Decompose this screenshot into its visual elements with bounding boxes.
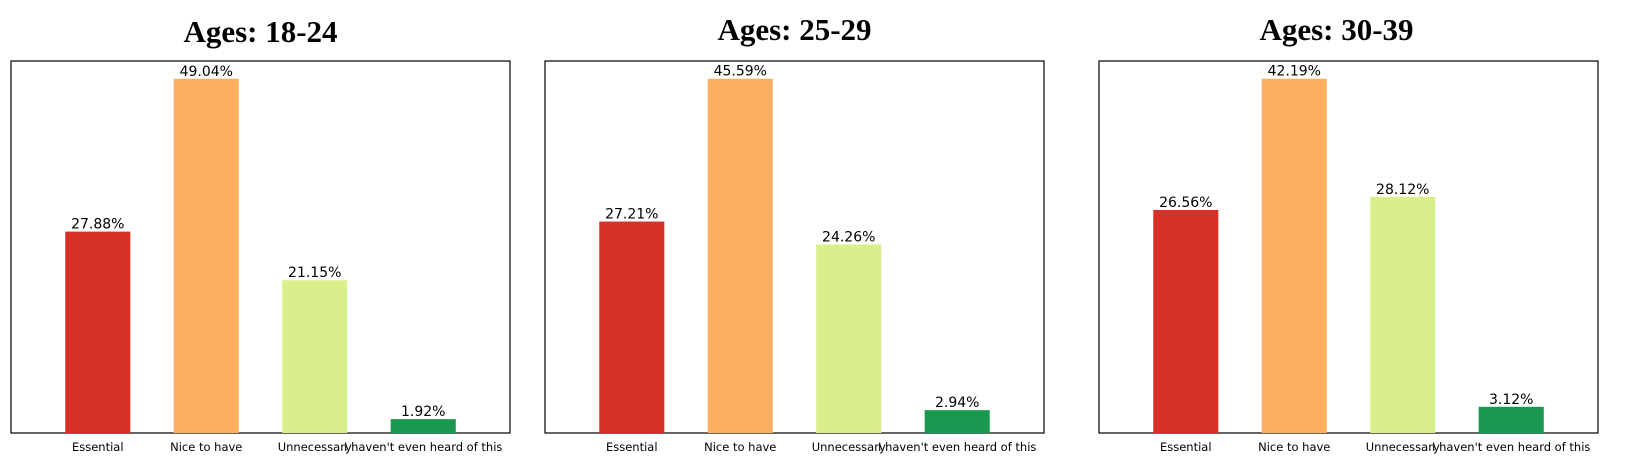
- chart-title: Ages: 25-29: [717, 12, 871, 47]
- value-label-essential: 26.56%: [1159, 195, 1212, 211]
- value-label-nice-to-have: 45.59%: [714, 64, 767, 80]
- chart-title: Ages: 30-39: [1259, 12, 1413, 47]
- chart-panel-ages-25-29: Ages: 25-29 27.21% Essential 45.59% Nice to…: [544, 12, 1045, 454]
- x-tick-label-i-haven-t-even-heard-of-this: I haven't even heard of this: [344, 440, 502, 454]
- bar-essential: [65, 231, 131, 433]
- x-tick-label-unnecessary: Unnecessary: [812, 440, 886, 454]
- bar-marks: 27.88% Essential 49.04% Nice to have 21.15% U…: [65, 64, 502, 454]
- x-tick-label-i-haven-t-even-heard-of-this: I haven't even heard of this: [1432, 440, 1590, 454]
- bar-i-haven-t-even-heard-of-this: [1478, 406, 1544, 433]
- bar-marks: 26.56% Essential 42.19% Nice to have 28.12% U…: [1153, 64, 1590, 454]
- x-tick-label-nice-to-have: Nice to have: [704, 440, 776, 454]
- x-tick-label-essential: Essential: [1160, 440, 1212, 454]
- x-tick-label-i-haven-t-even-heard-of-this: I haven't even heard of this: [878, 440, 1036, 454]
- chart-title: Ages: 18-24: [183, 14, 337, 49]
- chart-panel-ages-18-24: Ages: 18-24 27.88% Essential 49.04% Nice to…: [10, 14, 511, 454]
- value-label-i-haven-t-even-heard-of-this: 2.94%: [935, 395, 979, 411]
- bar-unnecessary: [816, 244, 882, 433]
- bar-unnecessary: [1370, 196, 1436, 433]
- value-label-essential: 27.88%: [71, 217, 124, 233]
- chart-panel-ages-30-39: Ages: 30-39 26.56% Essential 42.19% Nice to…: [1098, 12, 1599, 454]
- value-label-unnecessary: 24.26%: [822, 229, 875, 245]
- bar-essential: [599, 221, 665, 433]
- plot-frame: [544, 60, 1045, 434]
- bar-essential: [1153, 209, 1219, 433]
- value-label-unnecessary: 28.12%: [1376, 182, 1429, 198]
- x-tick-label-unnecessary: Unnecessary: [278, 440, 352, 454]
- x-tick-label-essential: Essential: [606, 440, 658, 454]
- x-tick-label-nice-to-have: Nice to have: [170, 440, 242, 454]
- bar-nice-to-have: [707, 78, 773, 433]
- bar-unnecessary: [282, 280, 348, 433]
- bar-i-haven-t-even-heard-of-this: [924, 410, 990, 433]
- x-tick-label-unnecessary: Unnecessary: [1366, 440, 1440, 454]
- value-label-essential: 27.21%: [605, 207, 658, 223]
- value-label-i-haven-t-even-heard-of-this: 3.12%: [1489, 392, 1533, 408]
- value-label-unnecessary: 21.15%: [288, 265, 341, 281]
- bar-nice-to-have: [1261, 78, 1327, 433]
- bar-marks: 27.21% Essential 45.59% Nice to have 24.26% U…: [599, 64, 1036, 454]
- value-label-nice-to-have: 42.19%: [1268, 64, 1321, 80]
- plot-frame: [10, 60, 511, 434]
- bar-nice-to-have: [173, 78, 239, 434]
- plot-frame: [1098, 60, 1599, 434]
- x-tick-label-nice-to-have: Nice to have: [1258, 440, 1330, 454]
- value-label-i-haven-t-even-heard-of-this: 1.92%: [401, 404, 445, 420]
- bar-i-haven-t-even-heard-of-this: [390, 419, 456, 433]
- value-label-nice-to-have: 49.04%: [180, 64, 233, 80]
- x-tick-label-essential: Essential: [72, 440, 124, 454]
